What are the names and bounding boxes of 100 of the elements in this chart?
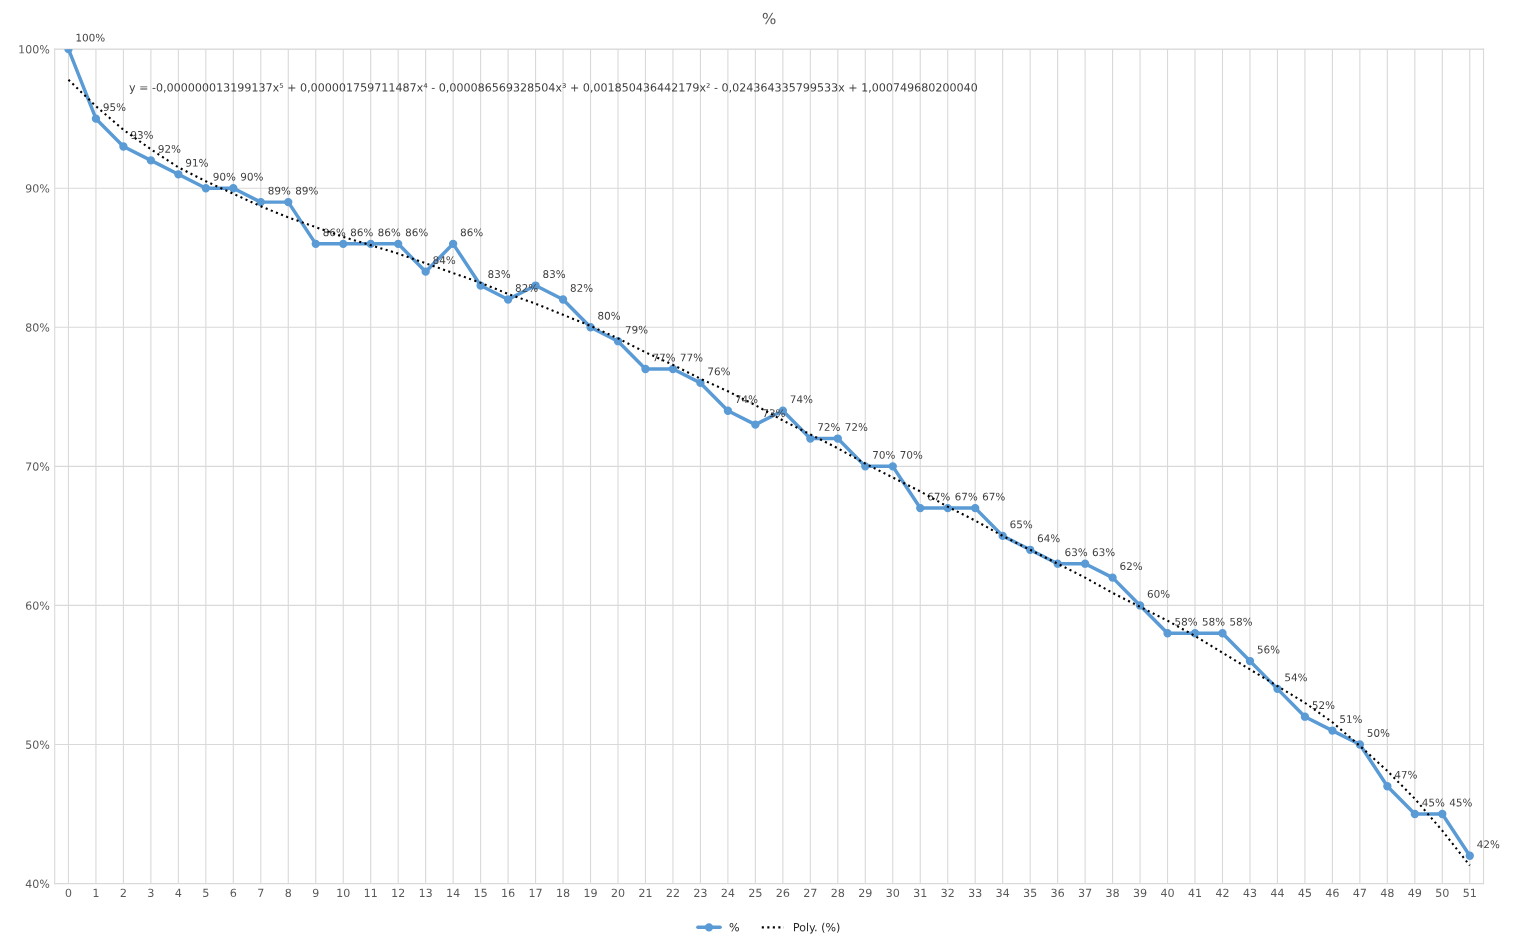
data-label: 86%: [378, 228, 401, 237]
x-tick-label: 38: [1106, 888, 1119, 898]
chart-title: %: [762, 12, 776, 25]
data-label: 47%: [1394, 770, 1417, 779]
x-tick-label: 11: [364, 888, 377, 897]
data-label: 76%: [708, 367, 730, 376]
point: [119, 142, 128, 151]
point: [1080, 559, 1090, 568]
x-tick-label: 26: [776, 888, 790, 898]
point: [339, 239, 348, 249]
x-tick-label: 5: [203, 888, 209, 898]
point: [833, 434, 842, 443]
data-label: 70%: [873, 450, 895, 459]
point: [1383, 782, 1392, 791]
x-tick-label: 3: [148, 888, 154, 898]
x-tick-label: 42: [1215, 888, 1229, 897]
data-label: 95%: [103, 103, 126, 112]
data-label: 67%: [955, 492, 978, 501]
x-tick-label: 12: [392, 888, 405, 897]
x-tick-label: 1: [93, 888, 99, 897]
point: [1300, 712, 1310, 721]
data-label: 89%: [295, 186, 318, 195]
data-label: 45%: [1449, 798, 1472, 807]
data-label: 92%: [158, 144, 181, 153]
x-tick-label: 30: [886, 888, 900, 898]
data-label: 58%: [1175, 617, 1198, 626]
y-tick-label: 50%: [26, 740, 50, 749]
data-label: 63%: [1065, 548, 1088, 557]
legend-label: Poly. (%): [793, 922, 840, 934]
data-label: 90%: [213, 172, 236, 181]
data-label: 79%: [625, 325, 648, 334]
x-tick-label: 6: [230, 888, 237, 898]
x-tick-label: 32: [941, 888, 954, 898]
point: [1108, 573, 1117, 582]
point: [229, 184, 238, 193]
x-tick-label: 8: [285, 888, 292, 898]
point: [256, 197, 265, 207]
x-tick-label: 14: [447, 888, 460, 897]
point: [1438, 809, 1447, 819]
x-tick-label: 7: [258, 888, 264, 897]
point: [668, 364, 678, 374]
x-tick-label: 10: [337, 888, 350, 898]
x-tick-label: 22: [666, 888, 679, 897]
data-label: 89%: [268, 186, 291, 195]
data-label: 74%: [790, 395, 813, 404]
data-label: 63%: [1092, 548, 1115, 557]
point: [641, 364, 650, 374]
x-tick-label: 2: [120, 888, 126, 897]
y-tick-label: 40%: [25, 879, 50, 888]
data-label: 58%: [1202, 617, 1225, 626]
data-label: 42%: [1477, 840, 1500, 849]
point: [971, 503, 980, 513]
x-tick-label: 4: [175, 888, 182, 897]
x-tick-label: 36: [1051, 888, 1064, 898]
data-label: 82%: [570, 284, 593, 292]
data-label: 72%: [845, 423, 868, 431]
annotation: y = -0,000000013199137x⁵ + 0,000001759711487x⁴ - 0,000086569328504x³ + 0,001850436442179x² - 0,024364335799533x + 1,000749680200040: [129, 83, 978, 94]
point: [1273, 684, 1282, 694]
x-tick-label: 21: [639, 888, 652, 897]
y-tick-label: 60%: [25, 601, 50, 610]
point: [723, 406, 733, 415]
y-tick-label: 80%: [25, 323, 50, 332]
data-label: 90%: [240, 172, 263, 181]
x-tick-label: 50: [1436, 888, 1449, 898]
y-tick-label: 90%: [25, 184, 50, 193]
data-label: 77%: [680, 353, 703, 362]
data-label: 60%: [1147, 589, 1170, 598]
point: [91, 114, 101, 123]
x-tick-label: 18: [557, 888, 570, 898]
data-label: 65%: [1010, 520, 1033, 529]
data-label: 74%: [735, 395, 758, 404]
x-tick-label: 19: [584, 888, 597, 898]
point: [806, 434, 815, 443]
x-tick-label: 43: [1243, 888, 1257, 898]
data-label: 86%: [405, 228, 428, 237]
x-tick-label: 15: [474, 888, 487, 898]
point: [174, 170, 183, 179]
x-tick-label: 47: [1353, 888, 1366, 897]
data-label: 86%: [350, 228, 373, 237]
y-tick-label: 100%: [19, 45, 50, 54]
data-label: 93%: [131, 131, 153, 139]
point: [311, 239, 320, 249]
data-label: 91%: [185, 158, 208, 167]
x-tick-label: 28: [831, 888, 845, 898]
data-label: 67%: [927, 492, 950, 501]
point: [888, 462, 897, 471]
point: [1245, 656, 1255, 666]
data-label: 54%: [1285, 673, 1307, 682]
point: [1465, 851, 1474, 860]
x-tick-label: 29: [859, 888, 872, 898]
x-tick-label: 27: [804, 888, 817, 897]
point: [1163, 629, 1172, 638]
data-label: 83%: [488, 270, 511, 278]
data-label: 62%: [1120, 562, 1143, 571]
data-label: 100%: [76, 33, 105, 42]
x-tick-label: 49: [1408, 888, 1422, 898]
x-tick-label: 25: [749, 888, 762, 898]
data-label: 67%: [982, 492, 1005, 501]
point: [421, 267, 430, 276]
data-label: 50%: [1367, 729, 1390, 737]
